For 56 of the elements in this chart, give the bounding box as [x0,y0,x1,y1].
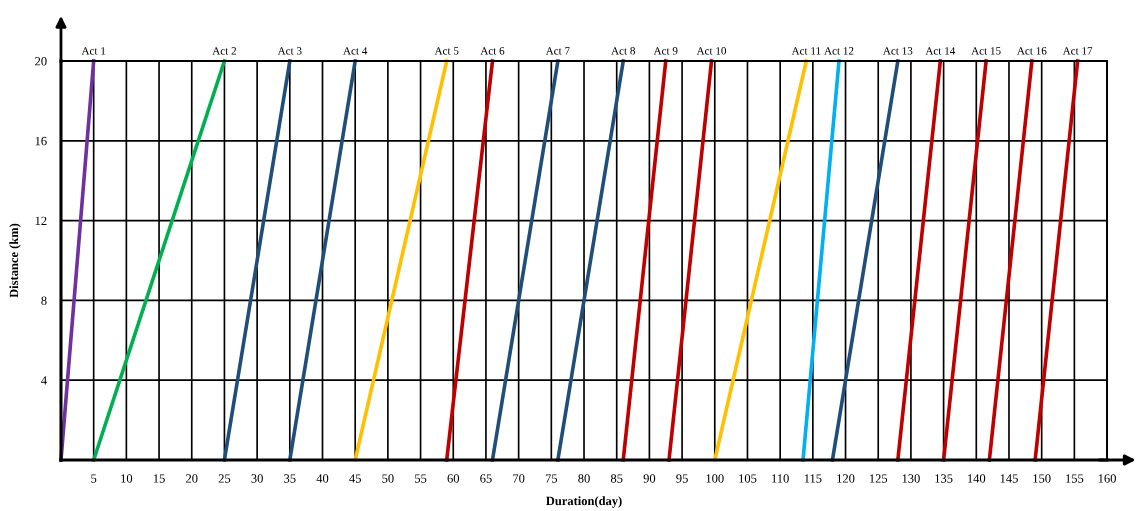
series-label: Act 11 [791,47,821,55]
x-tick-label: 55 [415,474,427,483]
x-tick-label: 125 [869,474,888,483]
x-tick-label: 95 [676,474,688,483]
series-label: Act 17 [1062,47,1093,55]
x-tick-label: 70 [513,474,525,483]
x-tick-label: 15 [153,474,165,483]
series-label: Act 1 [81,47,106,55]
x-tick-label: 150 [1033,474,1051,483]
x-tick-label: 10 [121,474,133,483]
series-label: Act 8 [611,47,636,55]
y-tick-label: 16 [35,136,47,146]
x-tick-label: 120 [837,474,855,483]
series-label: Act 12 [824,47,854,55]
x-tick-label: 50 [382,474,394,483]
series-label: Act 15 [971,47,1001,55]
series-label: Act 14 [925,47,956,55]
x-axis-title: Duration(day) [546,496,622,508]
x-tick-label: 45 [349,474,361,483]
series-label: Act 16 [1017,47,1047,55]
series-label: Act 13 [882,47,913,55]
x-tick-label: 140 [968,474,986,483]
series-label: Act 7 [545,47,570,55]
y-tick-label: 8 [41,296,47,305]
x-tick-label: 90 [643,474,656,483]
y-axis-title: Distance (km) [9,223,21,298]
x-tick-label: 30 [251,474,263,483]
series-label: Act 10 [696,47,727,55]
x-tick-label: 100 [706,474,724,483]
x-tick-label: 110 [772,474,789,483]
x-tick-label: 130 [902,474,920,483]
y-tick-label: 12 [35,216,47,225]
x-tick-label: 25 [218,474,231,483]
series-label: Act 3 [277,47,302,55]
x-tick-label: 155 [1066,474,1084,483]
series-label: Act 9 [653,47,678,55]
x-tick-label: 5 [91,474,97,483]
x-tick-label: 105 [739,474,757,483]
x-tick-label: 160 [1098,474,1116,483]
series-label: Act 2 [212,47,237,55]
x-tick-label: 40 [316,474,329,483]
x-tick-label: 85 [610,474,623,483]
y-tick-label: 20 [35,57,47,66]
series-label: Act 6 [480,47,505,55]
series-label: Act 4 [343,47,368,55]
x-tick-label: 60 [447,474,460,483]
x-tick-label: 75 [545,474,558,483]
x-tick-label: 115 [804,474,822,483]
x-tick-label: 80 [578,474,590,483]
y-tick-label: 4 [41,376,47,385]
x-tick-label: 35 [284,474,296,483]
x-tick-label: 145 [1000,474,1018,483]
x-tick-label: 135 [935,474,953,483]
x-tick-label: 65 [480,474,492,483]
series-label: Act 5 [434,47,459,55]
x-tick-label: 20 [186,474,198,483]
